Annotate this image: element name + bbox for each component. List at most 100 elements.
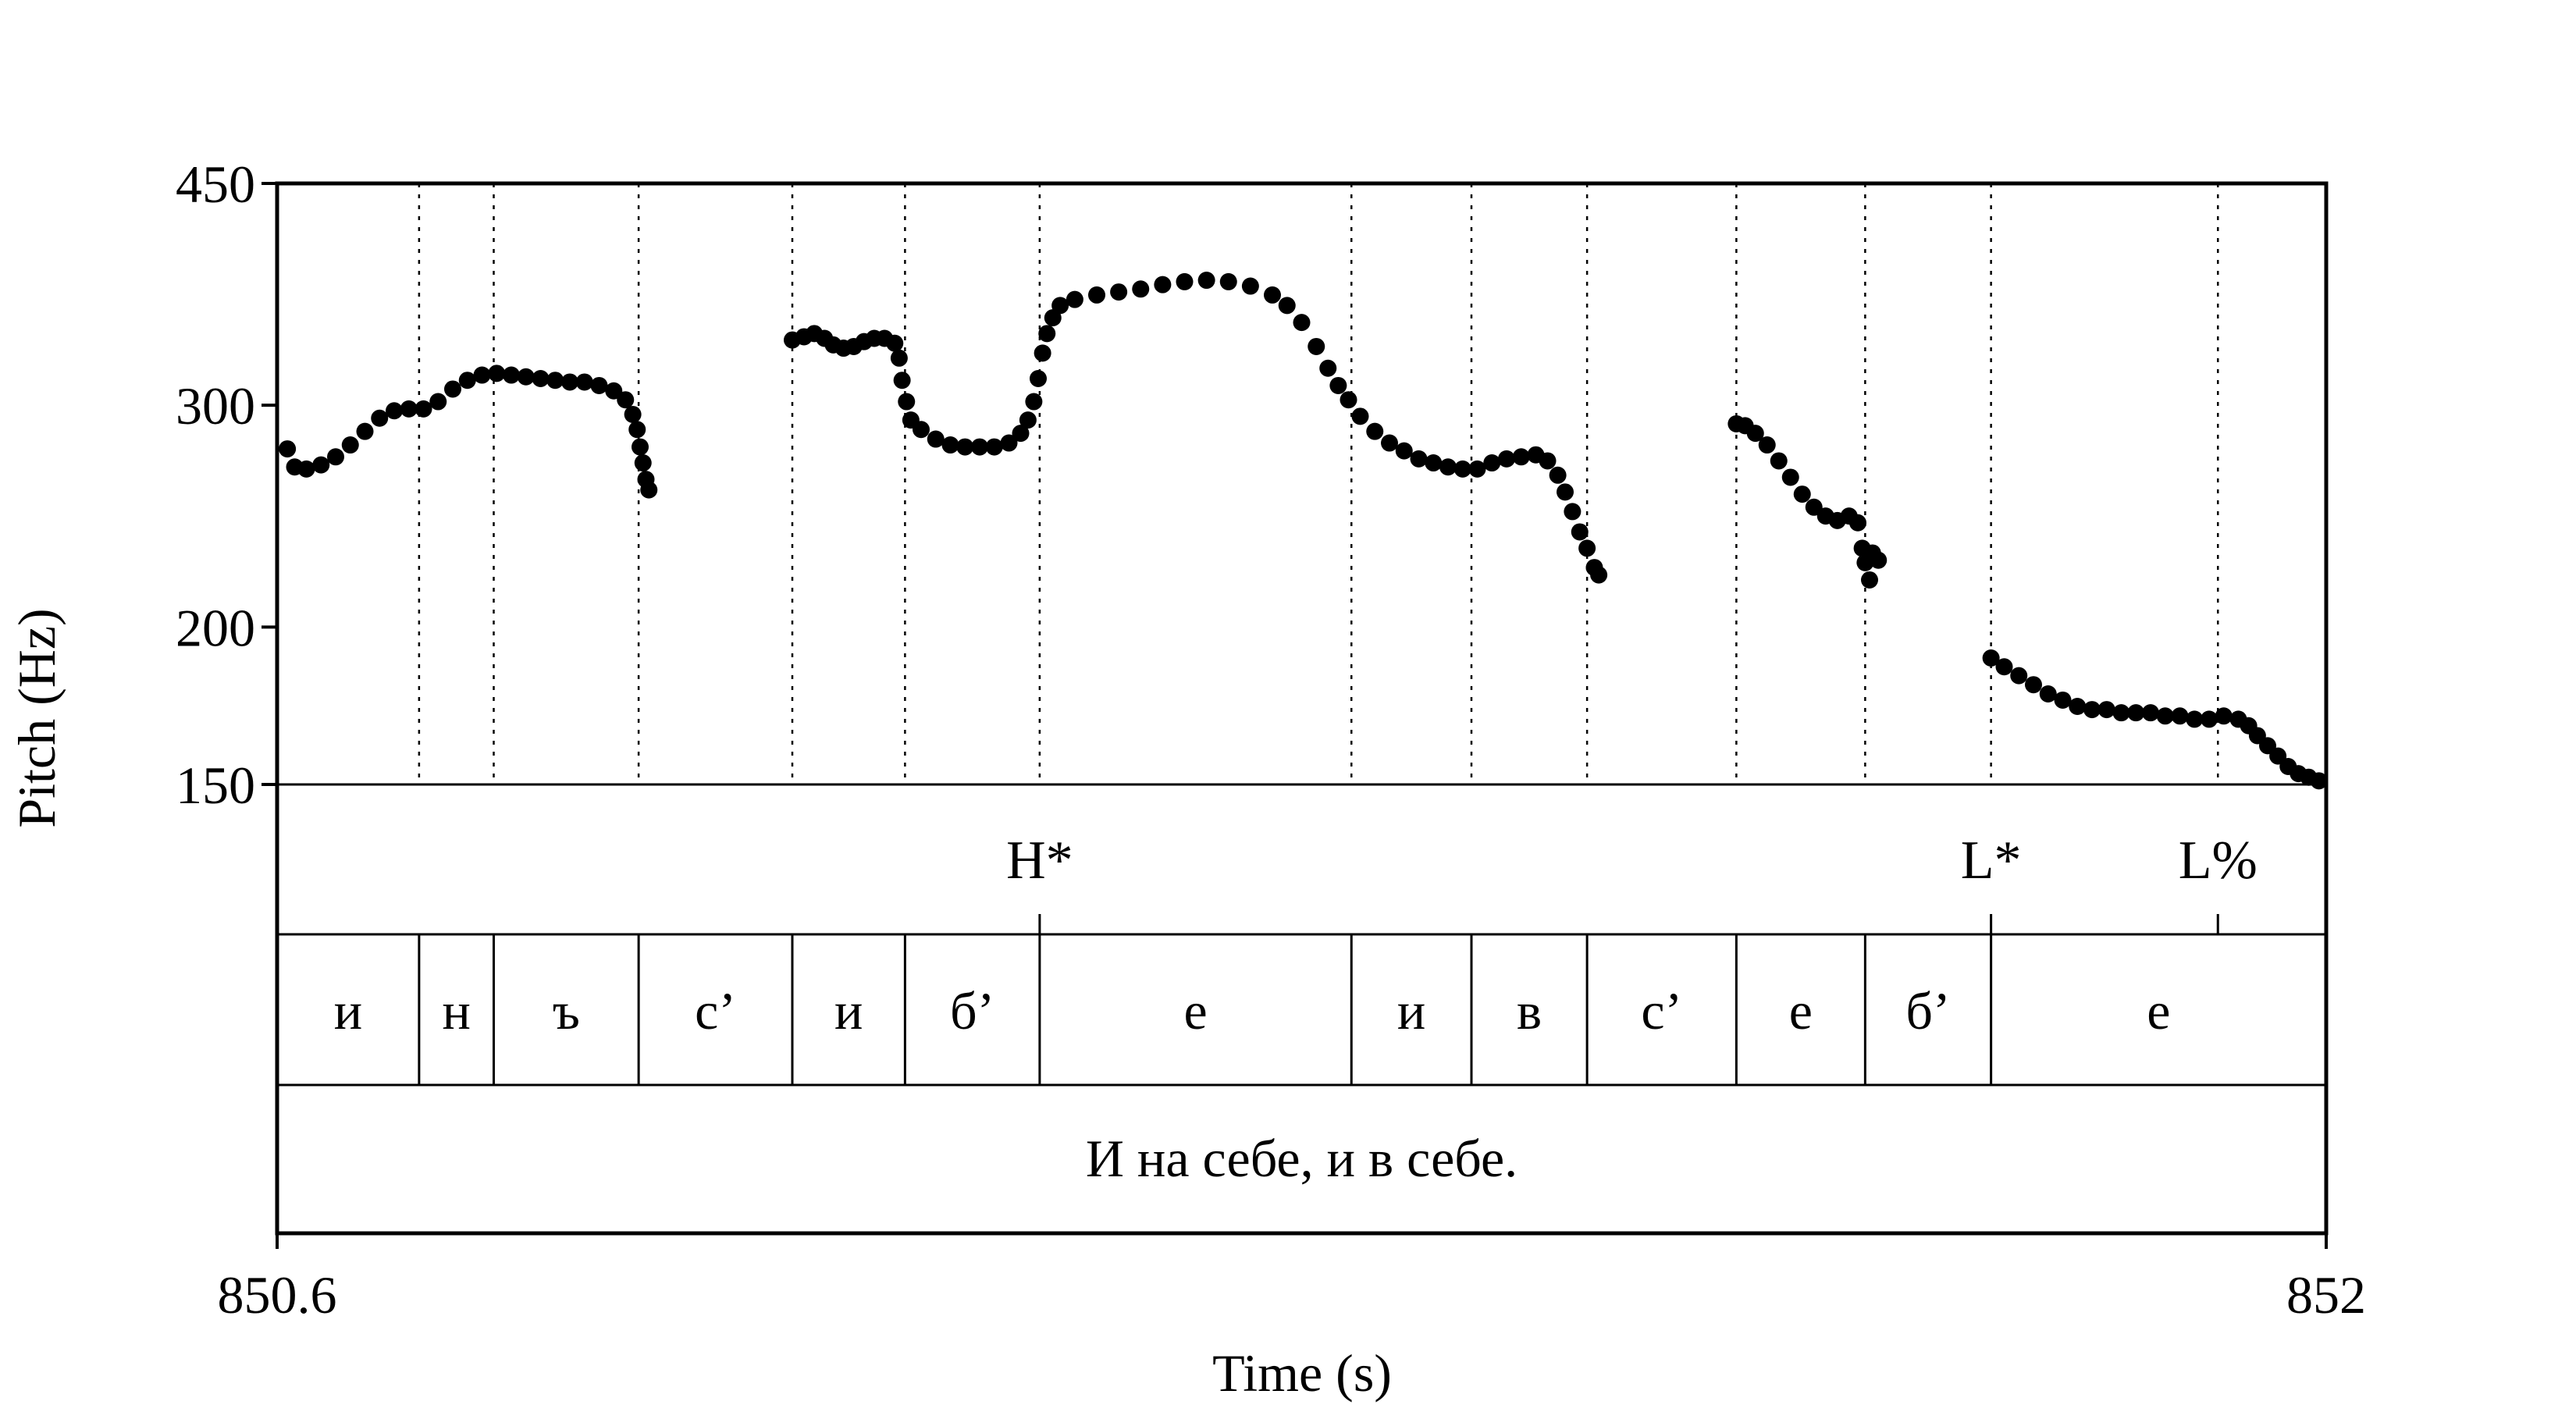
pitch-point xyxy=(312,456,330,474)
pitch-point xyxy=(886,334,904,352)
y-tick-label: 150 xyxy=(176,756,255,815)
pitch-point xyxy=(458,372,476,389)
pitch-point xyxy=(473,366,491,384)
pitch-point xyxy=(634,454,652,472)
pitch-point xyxy=(575,373,593,391)
pitch-point xyxy=(628,421,646,439)
segment-label: е xyxy=(1789,981,1813,1040)
pitch-point xyxy=(1025,393,1043,411)
pitch-point xyxy=(1366,422,1384,440)
pitch-point xyxy=(624,405,642,423)
pitch-point xyxy=(1453,460,1471,478)
pitch-point xyxy=(1176,272,1194,290)
x-tick-label-end: 852 xyxy=(2286,1265,2366,1325)
pitch-point xyxy=(1805,498,1823,516)
plot-frame xyxy=(275,181,2329,1236)
pitch-point xyxy=(2201,710,2218,728)
pitch-point xyxy=(297,460,315,478)
x-axis-label: Time (s) xyxy=(1212,1343,1392,1403)
segment-label: б’ xyxy=(950,981,994,1040)
pitch-point xyxy=(400,400,418,418)
pitch-point xyxy=(605,382,623,400)
pitch-point xyxy=(1746,425,1764,443)
pitch-point xyxy=(1019,411,1037,429)
pitch-point xyxy=(2215,707,2233,725)
pitch-point xyxy=(1468,460,1486,478)
segment-label: в xyxy=(1517,981,1542,1040)
x-tick-label-start: 850.6 xyxy=(218,1265,337,1325)
pitch-point xyxy=(1995,658,2013,676)
pitch-point xyxy=(2010,667,2028,685)
sentence-label: И на себе, и в себе. xyxy=(1086,1129,1517,1188)
pitch-point xyxy=(1329,376,1347,394)
segment-label: и xyxy=(334,981,362,1040)
pitch-point xyxy=(1110,283,1128,301)
pitch-point xyxy=(1410,450,1428,468)
segment-label: н xyxy=(442,981,470,1040)
pitch-point xyxy=(1000,434,1018,452)
pitch-point xyxy=(444,380,461,398)
pitch-point xyxy=(1051,297,1069,315)
pitch-point xyxy=(1781,468,1799,486)
pitch-point xyxy=(1066,290,1083,308)
pitch-point xyxy=(640,481,658,499)
pitch-point xyxy=(2156,707,2174,725)
pitch-point xyxy=(1849,514,1866,532)
pitch-point xyxy=(1870,551,1888,569)
pitch-point xyxy=(2039,685,2057,702)
pitch-point xyxy=(1132,280,1150,298)
pitch-point xyxy=(279,440,297,458)
pitch-point xyxy=(1034,344,1051,362)
segment-label: ъ xyxy=(553,981,580,1040)
tone-label: L% xyxy=(2179,831,2258,891)
pitch-point xyxy=(1758,436,1776,454)
pitch-point xyxy=(1557,483,1574,501)
pitch-point xyxy=(546,372,564,389)
axes: Pitch (Hz) Time (s) 850.6 852 450 300 200 1… xyxy=(7,155,2366,1403)
pitch-point xyxy=(1219,272,1237,290)
pitch-point xyxy=(2083,701,2101,719)
pitch-point xyxy=(1982,649,2000,667)
pitch-point xyxy=(1539,452,1557,470)
pitch-point xyxy=(2069,698,2087,716)
segment-label: е xyxy=(2147,981,2170,1040)
pitch-point xyxy=(1154,276,1172,293)
pitch-point xyxy=(1498,450,1515,468)
pitch-point xyxy=(1278,297,1296,315)
pitch-point xyxy=(503,366,520,384)
pitch-point xyxy=(1012,425,1030,443)
tone-label: H* xyxy=(1006,831,1073,891)
pitch-point xyxy=(2186,710,2204,728)
segment-label: е xyxy=(1183,981,1207,1040)
pitch-point xyxy=(561,373,578,391)
pitch-point xyxy=(386,402,403,420)
annotation-tiers: H* L* L% и н ъ с’ и б’ е и в с’ е б’ е И на себе, и в се… xyxy=(334,831,2258,1188)
pitch-point xyxy=(1564,503,1582,521)
pitch-point xyxy=(1483,454,1501,472)
pitch-point xyxy=(1351,407,1369,425)
pitch-point xyxy=(1030,369,1047,387)
pitch-point xyxy=(1770,452,1788,470)
pitch-point xyxy=(1088,286,1105,304)
pitch-point xyxy=(1590,566,1608,584)
y-tick-label: 300 xyxy=(176,376,255,436)
pitch-point xyxy=(1578,539,1596,557)
pitch-point xyxy=(1293,314,1311,332)
pitch-point xyxy=(517,368,535,386)
segment-label: и xyxy=(1397,981,1425,1040)
pitch-point xyxy=(956,438,974,456)
pitch-point xyxy=(941,436,959,454)
pitch-point xyxy=(617,391,635,409)
pitch-point xyxy=(913,421,930,439)
pitch-point xyxy=(927,430,945,448)
segment-label: с’ xyxy=(1641,981,1682,1040)
pitch-point xyxy=(532,369,550,387)
pitch-point xyxy=(590,376,608,394)
pitch-point xyxy=(971,438,988,456)
pitch-point xyxy=(1264,286,1281,304)
pitch-point xyxy=(1512,448,1530,466)
pitch-point xyxy=(985,438,1003,456)
pitch-points-layer xyxy=(279,272,2328,790)
pitch-point xyxy=(415,400,432,418)
